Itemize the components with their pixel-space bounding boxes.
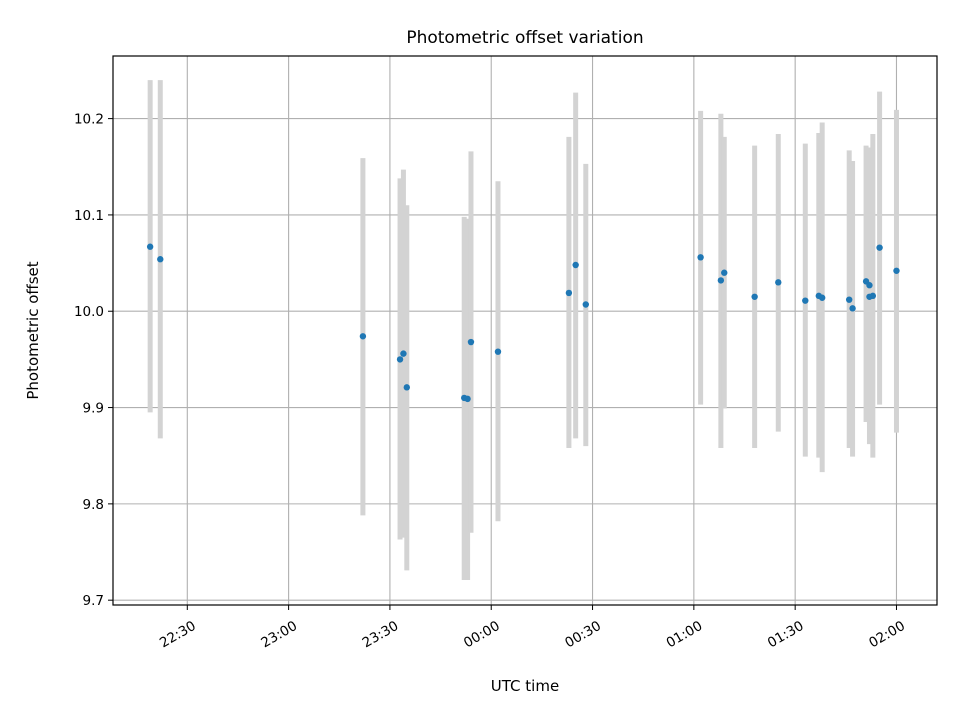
- y-tick-label: 10.0: [74, 304, 104, 320]
- data-point: [721, 269, 728, 276]
- y-tick-label: 10.1: [74, 208, 104, 224]
- data-point: [396, 356, 404, 363]
- y-axis-label: Photometric offset: [24, 261, 42, 399]
- x-tick-label: 01:00: [664, 618, 706, 651]
- data-point: [582, 301, 589, 308]
- data-point: [146, 243, 154, 250]
- data-point: [818, 294, 826, 301]
- x-tick-label: 22:30: [157, 618, 199, 651]
- x-tick-label: 00:00: [461, 618, 503, 651]
- y-tick-label: 9.9: [83, 401, 104, 417]
- chart-title: Photometric offset variation: [406, 28, 643, 48]
- data-point: [403, 384, 411, 391]
- error-bars: [147, 80, 899, 580]
- data-point: [866, 282, 873, 289]
- data-point: [845, 296, 853, 303]
- y-tick-label: 9.7: [83, 593, 104, 609]
- x-tick-label: 00:30: [562, 618, 604, 651]
- x-tick-label: 01:30: [765, 618, 807, 651]
- data-point: [849, 305, 856, 312]
- x-tick-label: 23:00: [258, 618, 300, 651]
- data-point: [572, 261, 579, 269]
- data-point: [869, 292, 877, 300]
- data-point: [751, 293, 758, 300]
- data-point: [359, 333, 367, 340]
- data-point: [565, 289, 573, 297]
- data-point: [717, 277, 725, 284]
- data-point: [400, 350, 407, 357]
- y-tick-label: 9.8: [83, 497, 104, 513]
- data-point: [802, 297, 809, 304]
- x-axis-label: UTC time: [491, 677, 559, 695]
- x-tick-label: 02:00: [866, 618, 908, 651]
- data-point: [494, 348, 502, 355]
- y-tick-label: 10.2: [74, 112, 104, 128]
- data-point: [467, 338, 475, 346]
- grid-lines: [113, 56, 937, 605]
- data-points: [146, 243, 900, 403]
- data-point: [464, 395, 471, 403]
- data-point: [157, 256, 164, 263]
- x-tick-label: 23:30: [360, 618, 402, 651]
- data-point: [893, 267, 900, 274]
- data-point: [775, 279, 782, 286]
- data-point: [697, 254, 704, 261]
- data-point: [876, 244, 883, 251]
- plot-area-frame: [112, 55, 938, 606]
